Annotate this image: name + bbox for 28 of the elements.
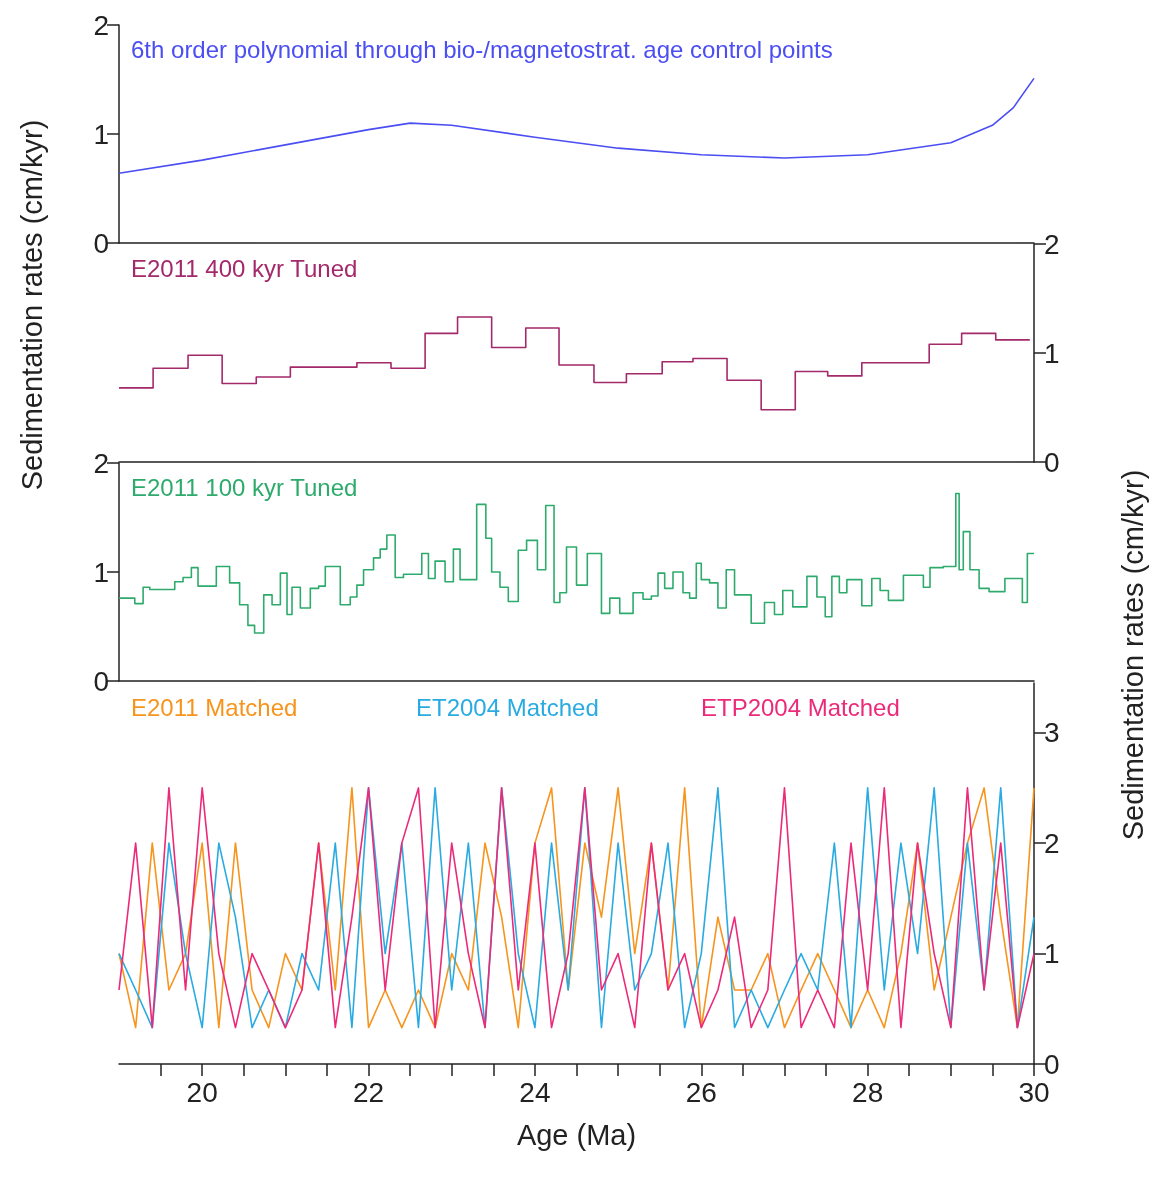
y-axis-title: Sedimentation rates (cm/kyr): [15, 119, 49, 491]
y-tick-label: 2: [93, 9, 109, 41]
y2-tick-label: 2: [1044, 827, 1060, 859]
y2-tick-label: 0: [1044, 446, 1060, 478]
y-tick-label: 1: [93, 118, 109, 150]
x-tick-label: 28: [852, 1076, 884, 1108]
y2-tick-label: 1: [1044, 337, 1060, 369]
y2-tick-label: 1: [1044, 938, 1060, 970]
y2-tick-label: 3: [1044, 717, 1060, 749]
x-axis-title: Age (Ma): [516, 1118, 637, 1151]
line-series: [118, 787, 1035, 1029]
y-tick-label: 1: [93, 556, 109, 588]
series-label: E2011 100 kyr Tuned: [131, 473, 358, 501]
y-tick-label: 2: [93, 447, 109, 479]
y2-axis-title: Sedimentation rates (cm/kyr): [1116, 469, 1150, 841]
line-series: [118, 77, 1035, 175]
x-tick-label: 24: [519, 1076, 551, 1108]
y2-tick-label: 2: [1044, 228, 1060, 260]
x-tick-label: 22: [352, 1076, 385, 1108]
x-tick-label: 26: [685, 1076, 717, 1108]
text: E2011 Matched: [131, 693, 298, 721]
text: ET2004 Matched: [416, 693, 599, 721]
y-tick-label: 0: [93, 665, 109, 697]
text: ETP2004 Matched: [701, 693, 900, 721]
x-tick-label: 20: [186, 1076, 218, 1108]
text: 6th order polynomial through bio-/magnetostrat. age control points: [131, 35, 833, 63]
text: E2011 400 kyr Tuned: [131, 254, 358, 282]
y-tick-label: 0: [93, 227, 109, 259]
